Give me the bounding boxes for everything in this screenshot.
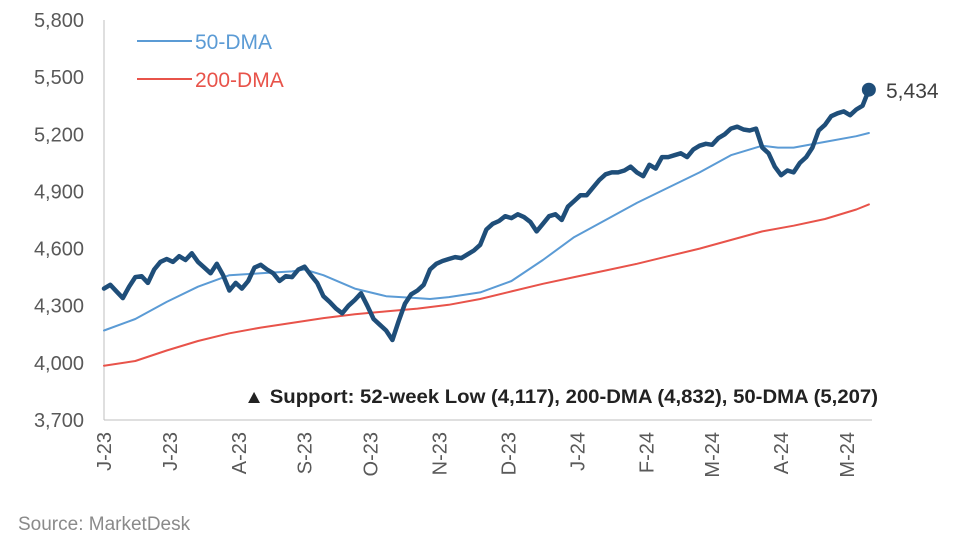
y-tick-label: 5,200	[34, 124, 84, 146]
last-price-marker	[861, 82, 876, 97]
x-tick-label: A-24	[771, 432, 793, 474]
legend: 50-DMA 200-DMA	[137, 31, 284, 92]
y-tick-label: 3,700	[34, 410, 84, 432]
x-tick-label: D-23	[498, 432, 520, 475]
x-tick-label: N-23	[429, 432, 451, 475]
x-tick-label: M-24	[837, 432, 859, 478]
y-tick-labels: 3,700 4,000 4,300 4,600 4,900 5,200 5,500 5,800	[34, 10, 84, 432]
x-tick-label: J-23	[94, 432, 116, 471]
series-line-200-dma	[103, 203, 870, 367]
x-tick-label: S-23	[295, 432, 317, 474]
support-annotation: ▲ Support: 52-week Low (4,117), 200-DMA …	[244, 387, 878, 408]
x-tick-labels: J-23 J-23 A-23 S-23 O-23 N-23 D-23 J-24 F-24 M-24…	[94, 432, 859, 478]
legend-label-200-dma: 200-DMA	[195, 69, 284, 92]
source-note: Source: MarketDesk	[18, 514, 191, 535]
x-tick-label: M-24	[702, 432, 724, 478]
y-tick-label: 4,600	[34, 239, 84, 261]
axes-layer	[103, 20, 872, 421]
y-tick-label: 5,800	[34, 10, 84, 32]
legend-label-50-dma: 50-DMA	[195, 31, 272, 54]
last-price-label: 5,434	[886, 80, 939, 103]
x-tick-label: A-23	[229, 432, 251, 474]
x-tick-label: J-23	[160, 432, 182, 471]
series-line-price	[101, 87, 872, 343]
y-tick-label: 4,000	[34, 353, 84, 375]
x-tick-label: O-23	[360, 432, 382, 476]
x-tick-label: F-24	[636, 432, 658, 473]
y-tick-label: 4,900	[34, 181, 84, 203]
x-tick-label: J-24	[567, 432, 589, 471]
y-tick-label: 5,500	[34, 67, 84, 89]
y-tick-label: 4,300	[34, 296, 84, 318]
series-layer	[101, 82, 876, 367]
